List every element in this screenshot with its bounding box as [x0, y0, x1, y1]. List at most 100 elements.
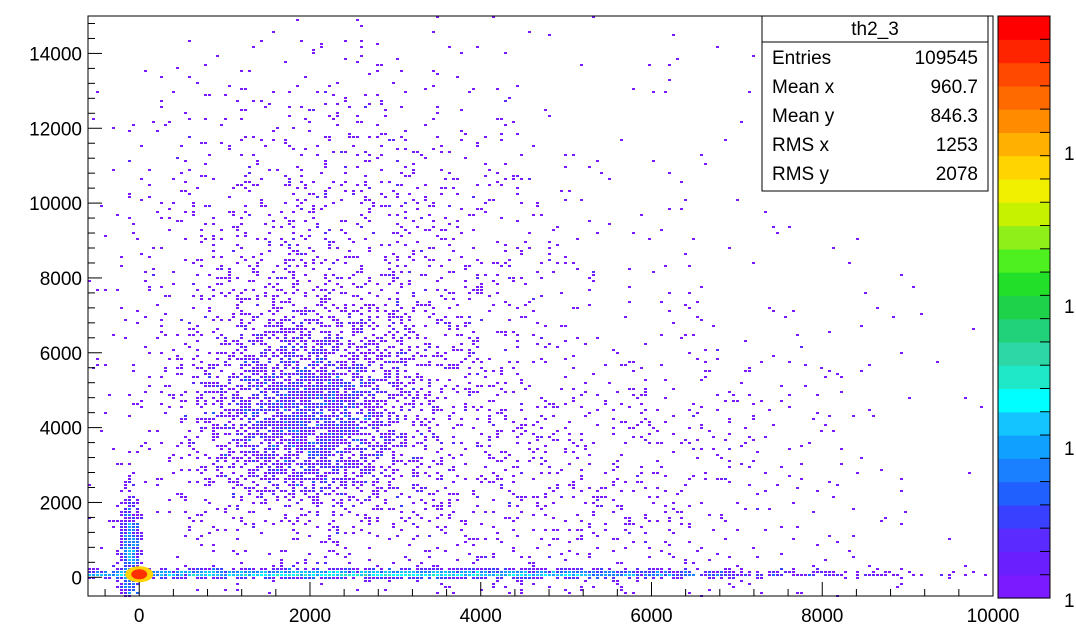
data-bin [280, 568, 283, 570]
data-bin [300, 313, 303, 315]
data-bin [180, 496, 183, 498]
data-bin [504, 418, 507, 420]
data-bin [308, 400, 311, 402]
data-bin [688, 592, 691, 594]
data-bin [632, 541, 635, 543]
data-bin [344, 388, 347, 390]
data-bin [260, 202, 263, 204]
data-bin [452, 367, 455, 369]
data-bin [388, 397, 391, 399]
data-bin [336, 391, 339, 393]
data-bin [340, 442, 343, 444]
data-bin [316, 388, 319, 390]
stats-label-mean-y: Mean y [772, 106, 835, 127]
data-bin [292, 445, 295, 447]
data-bin [348, 412, 351, 414]
palette-band [998, 156, 1050, 180]
data-bin [300, 451, 303, 453]
data-bin [300, 334, 303, 336]
data-bin [664, 397, 667, 399]
data-bin [348, 430, 351, 432]
data-bin [232, 439, 235, 441]
data-bin [800, 592, 803, 594]
data-bin [632, 361, 635, 363]
data-bin [592, 574, 595, 576]
data-bin [304, 409, 307, 411]
data-bin [416, 241, 419, 243]
data-bin [696, 301, 699, 303]
data-bin [168, 511, 171, 513]
data-bin [356, 328, 359, 330]
data-bin [368, 376, 371, 378]
data-bin [444, 289, 447, 291]
data-bin [292, 577, 295, 579]
data-bin [880, 469, 883, 471]
data-bin [304, 460, 307, 462]
data-bin [376, 412, 379, 414]
data-bin [324, 358, 327, 360]
data-bin [204, 469, 207, 471]
data-bin [612, 499, 615, 501]
data-bin [312, 391, 315, 393]
data-bin [316, 442, 319, 444]
palette-band [998, 272, 1050, 296]
data-bin [268, 577, 271, 579]
data-bin [188, 346, 191, 348]
data-bin [296, 448, 299, 450]
data-bin [404, 364, 407, 366]
data-bin [392, 412, 395, 414]
data-bin [316, 340, 319, 342]
data-bin [456, 475, 459, 477]
data-bin [300, 379, 303, 381]
data-bin [656, 409, 659, 411]
data-bin [244, 289, 247, 291]
data-bin [360, 379, 363, 381]
data-bin [272, 436, 275, 438]
data-bin [632, 370, 635, 372]
data-bin [252, 445, 255, 447]
data-bin [232, 400, 235, 402]
data-bin [180, 418, 183, 420]
data-bin [388, 424, 391, 426]
data-bin [404, 415, 407, 417]
data-bin [396, 184, 399, 186]
data-bin [124, 520, 127, 522]
data-bin [132, 559, 135, 561]
data-bin [472, 544, 475, 546]
data-bin [300, 175, 303, 177]
data-bin [704, 571, 707, 573]
data-bin [204, 64, 207, 66]
data-bin [416, 187, 419, 189]
data-bin [972, 571, 975, 573]
data-bin [280, 421, 283, 423]
data-bin [268, 361, 271, 363]
data-bin [236, 574, 239, 576]
data-bin [356, 589, 359, 591]
data-bin [308, 352, 311, 354]
data-bin [172, 577, 175, 579]
data-bin [252, 367, 255, 369]
data-bin [124, 517, 127, 519]
data-bin [180, 493, 183, 495]
data-bin [604, 400, 607, 402]
data-bin [500, 478, 503, 480]
data-bin [540, 358, 543, 360]
data-bin [292, 226, 295, 228]
data-bin [700, 379, 703, 381]
data-bin [716, 574, 719, 576]
data-bin [512, 391, 515, 393]
data-bin [272, 418, 275, 420]
data-bin [332, 274, 335, 276]
data-bin [900, 577, 903, 579]
data-bin [492, 199, 495, 201]
data-bin [348, 340, 351, 342]
data-bin [364, 454, 367, 456]
data-bin [560, 325, 563, 327]
data-bin [308, 376, 311, 378]
data-bin [288, 475, 291, 477]
data-bin [124, 562, 127, 564]
data-bin [392, 367, 395, 369]
data-bin [332, 454, 335, 456]
data-bin [412, 172, 415, 174]
data-bin [444, 358, 447, 360]
